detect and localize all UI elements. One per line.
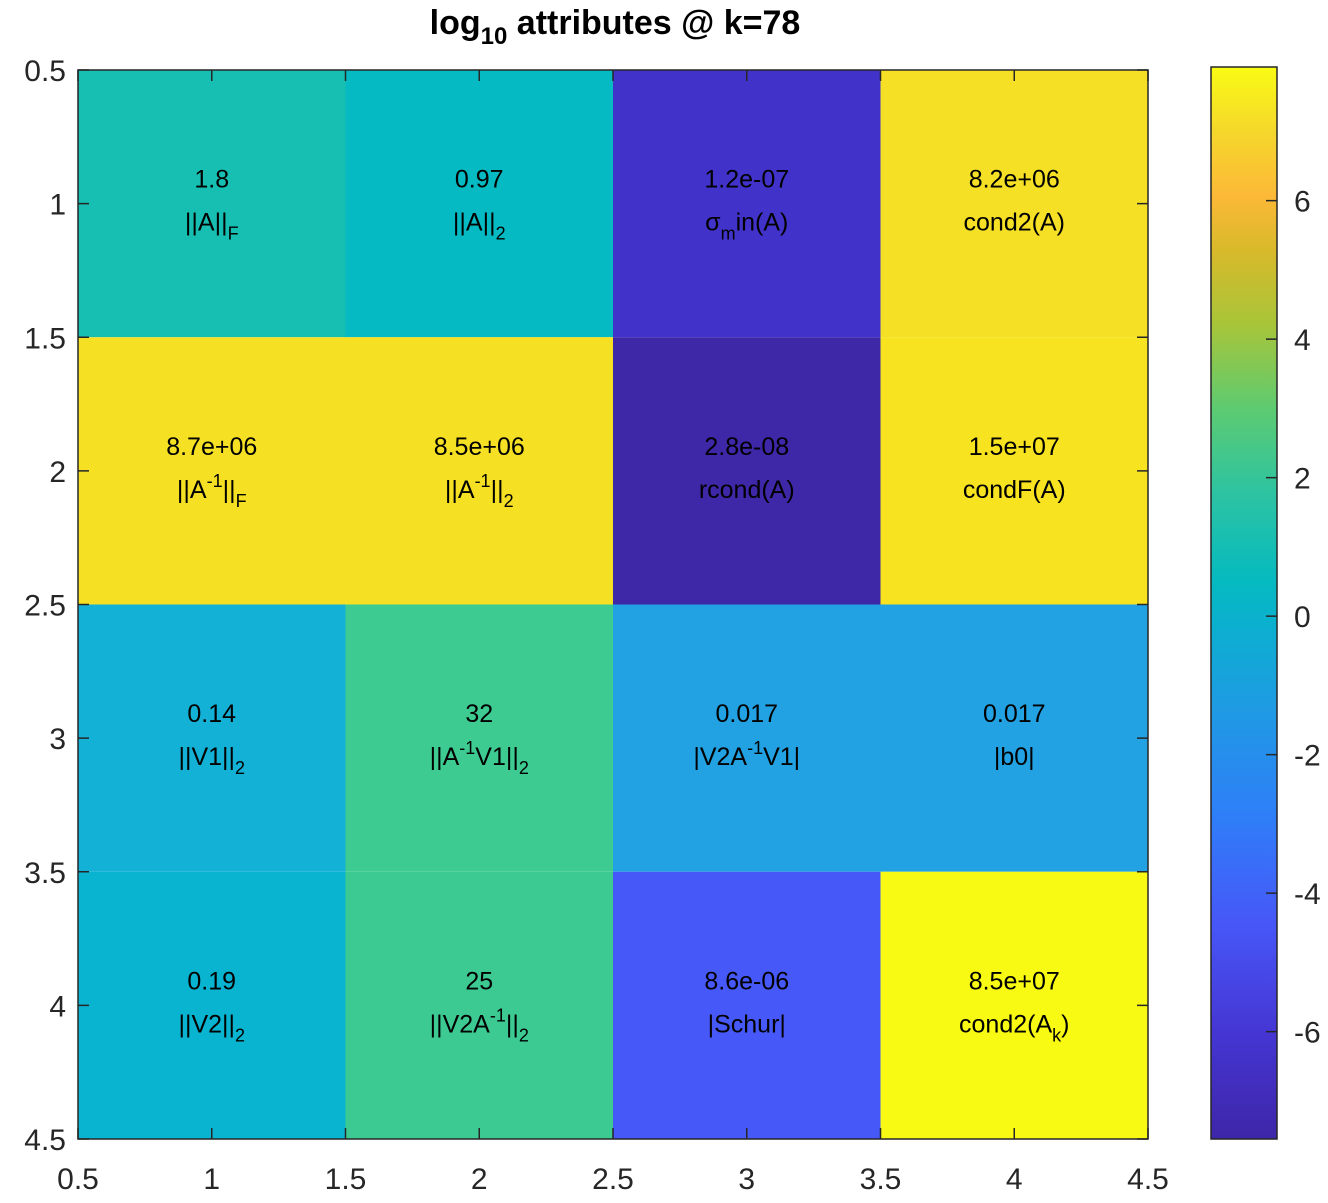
heatmap-cell: 1.8 ||A||F xyxy=(78,70,346,338)
cell-value-label: 8.2e+06 xyxy=(969,166,1060,194)
x-tick-label: 3 xyxy=(738,1163,755,1196)
heatmap-cell: 32 ||A-1V1||2 xyxy=(345,604,613,872)
y-tick-label: 4.5 xyxy=(24,1124,66,1157)
heatmap-cells: 1.8 ||A||F 0.97 ||A||2 1.2e-07 σmin(A) 8.2e+06… xyxy=(78,70,1148,1139)
y-tick-label: 2.5 xyxy=(24,590,66,623)
y-tick-label: 4 xyxy=(49,990,66,1023)
colorbar-tick-label: 2 xyxy=(1294,463,1311,496)
cell-value-label: 0.97 xyxy=(455,166,504,194)
cell-value-label: 0.017 xyxy=(715,700,778,728)
heatmap-cell: 1.5e+07 condF(A) xyxy=(880,337,1148,605)
cell-rect xyxy=(880,70,1148,338)
cell-metric-label: cond2(Ak) xyxy=(959,1010,1069,1045)
cell-value-label: 8.6e-06 xyxy=(704,967,789,995)
y-tick-label: 1 xyxy=(49,189,66,222)
cell-value-label: 8.5e+06 xyxy=(434,433,525,461)
cell-metric-label: condF(A) xyxy=(963,476,1066,504)
y-tick-label: 1.5 xyxy=(24,322,66,355)
heatmap-cell: 1.2e-07 σmin(A) xyxy=(613,70,881,338)
cell-metric-label: ||A-1||F xyxy=(177,471,247,511)
cell-value-label: 1.5e+07 xyxy=(969,433,1060,461)
x-tick-label: 4.5 xyxy=(1127,1163,1169,1196)
y-tick-label: 3 xyxy=(49,723,66,756)
heatmap-cell: 8.7e+06 ||A-1||F xyxy=(78,337,346,605)
heatmap-cell: 0.97 ||A||2 xyxy=(345,70,613,338)
cell-value-label: 0.19 xyxy=(187,967,236,995)
cell-rect xyxy=(78,337,346,605)
cell-metric-label: |V2A-1V1| xyxy=(693,738,800,771)
colorbar-tick-label: 0 xyxy=(1294,601,1311,634)
heatmap-cell: 0.017 |V2A-1V1| xyxy=(613,604,881,872)
cell-value-label: 32 xyxy=(465,700,493,728)
cell-metric-label: ||V2||2 xyxy=(178,1010,245,1045)
cell-value-label: 8.5e+07 xyxy=(969,967,1060,995)
cell-metric-label: cond2(A) xyxy=(964,209,1065,237)
cell-value-label: 1.2e-07 xyxy=(704,166,789,194)
title-main: log xyxy=(429,4,481,42)
x-tick-label: 3.5 xyxy=(860,1163,902,1196)
cell-value-label: 2.8e-08 xyxy=(704,433,789,461)
title-subscript: 10 xyxy=(480,23,508,50)
cell-metric-label: |Schur| xyxy=(708,1010,786,1038)
cell-metric-label: ||A-1||2 xyxy=(445,471,514,511)
y-tick-label: 0.5 xyxy=(24,55,66,88)
cell-metric-label: σmin(A) xyxy=(705,209,788,244)
cell-value-label: 8.7e+06 xyxy=(166,433,257,461)
cell-metric-label: |b0| xyxy=(994,743,1035,771)
cell-rect xyxy=(880,871,1148,1139)
x-tick-label: 1.5 xyxy=(325,1163,367,1196)
heatmap-cell: 8.6e-06 |Schur| xyxy=(613,871,881,1139)
colorbar-gradient xyxy=(1210,66,1278,1140)
cell-value-label: 0.017 xyxy=(983,700,1046,728)
cell-rect xyxy=(613,604,881,872)
heatmap-cell: 0.14 ||V1||2 xyxy=(78,604,346,872)
axes: 0.5 1 1.5 2 2.5 3 3.5 4 4.5 0.5 1 1.5 2 2.5 3 3.5 4 4.5 xyxy=(24,55,1169,1196)
x-tick-label: 0.5 xyxy=(57,1163,99,1196)
cell-metric-label: ||V2A-1||2 xyxy=(430,1005,529,1045)
y-tick-label: 3.5 xyxy=(24,857,66,890)
heatmap-cell: 2.8e-08 rcond(A) xyxy=(613,337,881,605)
cell-rect xyxy=(345,871,613,1139)
cell-value-label: 0.14 xyxy=(187,700,236,728)
cell-rect xyxy=(78,604,346,872)
cell-metric-label: ||A||2 xyxy=(453,209,506,244)
cell-rect xyxy=(613,337,881,605)
heatmap-cell: 8.5e+07 cond2(Ak) xyxy=(880,871,1148,1139)
cell-metric-label: ||V1||2 xyxy=(178,743,245,778)
colorbar-tick-label: -6 xyxy=(1294,1017,1321,1050)
cell-metric-label: ||A||F xyxy=(185,209,239,244)
heatmap-cell: 8.2e+06 cond2(A) xyxy=(880,70,1148,338)
cell-rect xyxy=(880,337,1148,605)
x-tick-label: 2.5 xyxy=(592,1163,634,1196)
chart-title: log10 attributes @ k=78 xyxy=(0,0,1230,60)
colorbar-tick-label: 6 xyxy=(1294,186,1311,219)
cell-rect xyxy=(345,70,613,338)
cell-rect xyxy=(613,70,881,338)
x-tick-label: 2 xyxy=(471,1163,488,1196)
heatmap-cell: 25 ||V2A-1||2 xyxy=(345,871,613,1139)
cell-rect xyxy=(345,337,613,605)
heatmap-cell: 0.19 ||V2||2 xyxy=(78,871,346,1139)
cell-rect xyxy=(345,604,613,872)
x-tick-label: 1 xyxy=(203,1163,220,1196)
cell-rect xyxy=(613,871,881,1139)
x-tick-label: 4 xyxy=(1006,1163,1023,1196)
cell-value-label: 25 xyxy=(465,967,493,995)
colorbar: 6 4 2 0 -2 -4 -6 xyxy=(1210,66,1321,1140)
cell-metric-label: rcond(A) xyxy=(699,476,795,504)
colorbar-tick-label: -4 xyxy=(1294,878,1321,911)
heatmap-cell: 0.017 |b0| xyxy=(880,604,1148,872)
colorbar-tick-label: 4 xyxy=(1294,324,1311,357)
cell-value-label: 1.8 xyxy=(194,166,229,194)
cell-metric-label: ||A-1V1||2 xyxy=(430,738,529,778)
colorbar-tick-label: -2 xyxy=(1294,740,1321,773)
cell-rect xyxy=(78,871,346,1139)
heatmap-cell: 8.5e+06 ||A-1||2 xyxy=(345,337,613,605)
cell-rect xyxy=(78,70,346,338)
y-tick-label: 2 xyxy=(49,456,66,489)
cell-rect xyxy=(880,604,1148,872)
title-rest: attributes @ k=78 xyxy=(507,4,801,42)
